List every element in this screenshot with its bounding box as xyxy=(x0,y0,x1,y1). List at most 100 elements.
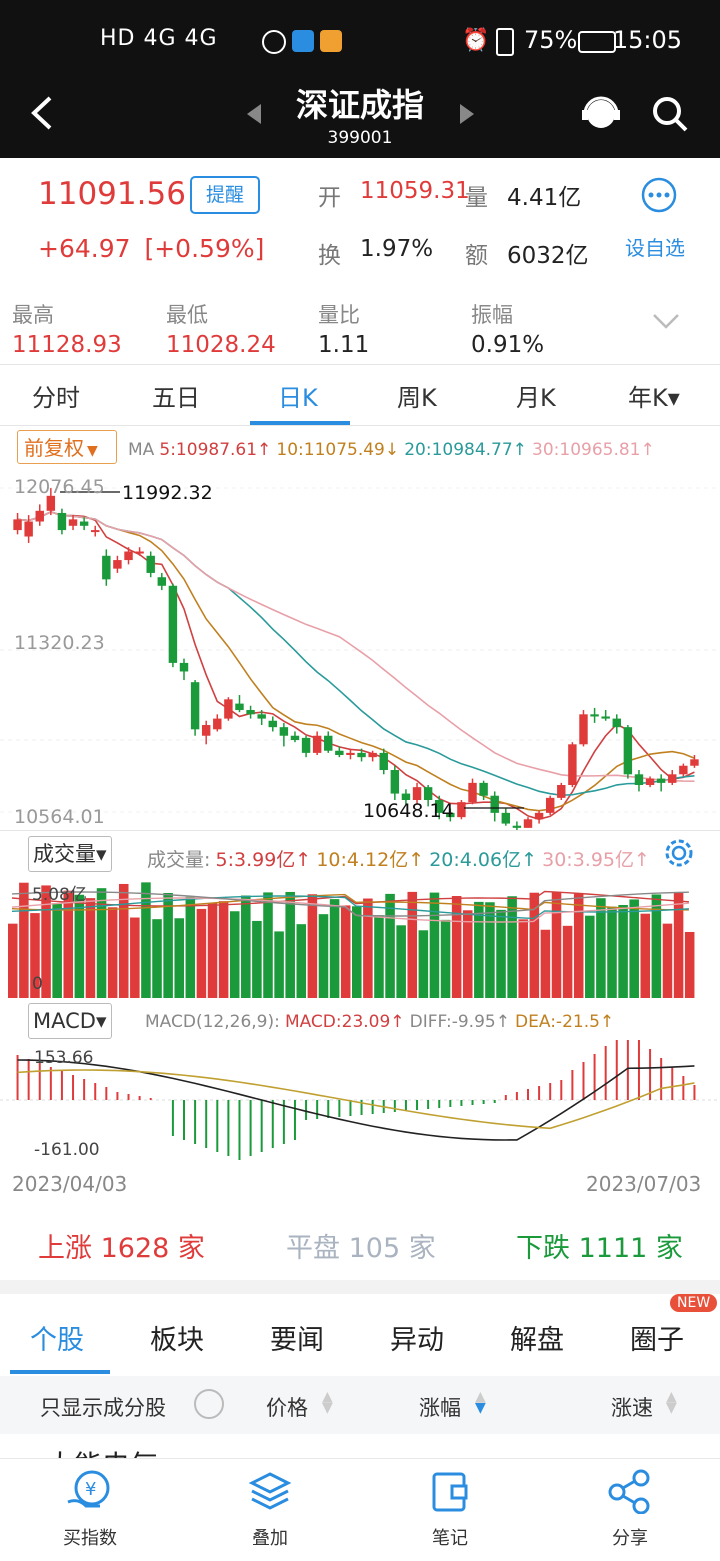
candle-body xyxy=(457,802,466,818)
date-end: 2023/07/03 xyxy=(586,1172,702,1196)
high-label: 最高 xyxy=(12,303,54,327)
volume-axis-top: 5.08亿 xyxy=(32,885,87,905)
kline-tab[interactable]: 周K xyxy=(397,384,437,412)
kline-tab[interactable]: 五日 xyxy=(152,384,200,412)
remind-button[interactable]: 提醒 xyxy=(190,176,260,214)
kline-tab[interactable]: 日K xyxy=(278,384,318,412)
search-icon[interactable] xyxy=(650,94,690,134)
volume-ma-line xyxy=(11,891,689,917)
adjust-select[interactable]: 前复权 ▼ xyxy=(17,430,117,464)
price-change: +64.97 [+0.59%] xyxy=(38,234,264,263)
more-icon[interactable] xyxy=(640,176,678,214)
back-arrow-icon[interactable] xyxy=(28,94,56,132)
turnover-value: 1.97% xyxy=(360,236,434,262)
dea-line xyxy=(17,1069,695,1130)
volume-bar xyxy=(118,883,129,998)
ma-label: MA xyxy=(128,440,155,460)
candle-body xyxy=(668,774,677,783)
candle-body xyxy=(290,735,300,741)
notes-icon[interactable] xyxy=(430,1470,470,1514)
prev-index-icon[interactable] xyxy=(245,102,265,126)
volume-bar xyxy=(407,891,418,998)
only-constituents-toggle[interactable] xyxy=(194,1389,224,1419)
volume-bar xyxy=(673,892,684,998)
volume-bar xyxy=(485,902,495,998)
new-badge: NEW xyxy=(670,1294,718,1312)
volume-bar xyxy=(307,894,318,998)
news-tab[interactable]: 解盘 xyxy=(510,1325,564,1356)
candle-body xyxy=(301,737,311,753)
volume-bar xyxy=(618,905,628,998)
sort-change[interactable]: 涨幅 xyxy=(419,1396,461,1420)
max-price-note: 11992.32 xyxy=(122,482,213,504)
advancers-unit: 家 xyxy=(177,1233,205,1264)
candle-body xyxy=(435,800,444,813)
volume-bar xyxy=(507,896,517,998)
volume-bar xyxy=(252,920,262,998)
expand-chevron-icon[interactable] xyxy=(652,312,680,330)
macd-indicator-select[interactable]: MACD▾ xyxy=(28,1003,112,1039)
candle-body xyxy=(113,560,122,569)
candle-body xyxy=(679,765,688,775)
candle-body xyxy=(268,720,277,728)
candle-body xyxy=(157,577,167,586)
volume-bar xyxy=(274,931,284,998)
volume-bar xyxy=(318,914,329,998)
volume-bar xyxy=(30,913,40,998)
candle-body xyxy=(213,718,222,730)
bottom-nav-item[interactable]: 笔记 xyxy=(432,1528,468,1549)
volume-bar xyxy=(107,907,118,998)
sort-change-icon: ▲ ▼ xyxy=(475,1389,486,1416)
news-tab[interactable]: 异动 xyxy=(390,1325,444,1356)
settings-gear-icon[interactable] xyxy=(662,836,696,870)
candle-body xyxy=(612,718,621,728)
volume-legend: 成交量: 5:3.99亿↑ 10:4.12亿↑ 20:4.06亿↑ 30:3.9… xyxy=(147,845,650,872)
volume-bar xyxy=(596,898,606,998)
low-value: 11028.24 xyxy=(166,332,276,358)
adjust-label: 前复权 xyxy=(24,436,84,460)
volume-ma-line xyxy=(11,890,689,907)
list-item[interactable]: 大能电气 xyxy=(46,1446,158,1460)
sort-price[interactable]: 价格 xyxy=(266,1396,308,1420)
overlay-layers-icon[interactable] xyxy=(248,1470,292,1514)
macd-axis-bottom: -161.00 xyxy=(34,1140,100,1160)
diff-value: DIFF:-9.95↑ xyxy=(409,1012,510,1032)
candle-body xyxy=(279,727,289,736)
kline-tab[interactable]: 月K xyxy=(516,384,556,412)
decliners-label: 下跌 xyxy=(516,1233,570,1264)
volume-bar xyxy=(640,913,651,998)
candle-body xyxy=(656,778,666,783)
kline-tab[interactable]: 分时 xyxy=(32,384,80,412)
bottom-nav-item[interactable]: 分享 xyxy=(612,1528,648,1549)
news-tab[interactable]: 要闻 xyxy=(270,1325,324,1356)
candle-body xyxy=(446,812,455,818)
news-tab[interactable]: 板块 xyxy=(150,1325,204,1356)
news-tab[interactable]: 圈子 xyxy=(630,1325,684,1356)
candle-body xyxy=(601,716,610,719)
bottom-nav-item[interactable]: 叠加 xyxy=(252,1528,288,1549)
share-icon[interactable] xyxy=(607,1468,653,1514)
candle-body xyxy=(224,699,233,719)
kline-tab[interactable]: 年K▾ xyxy=(628,384,680,412)
news-tab[interactable]: 个股 xyxy=(30,1325,84,1356)
next-index-icon[interactable] xyxy=(456,102,476,126)
ma-legend: MA 5:10987.61↑ 10:11075.49↓ 20:10984.77↑… xyxy=(128,440,655,460)
volume-bar xyxy=(185,896,196,998)
volume-bar xyxy=(418,930,429,998)
sort-speed[interactable]: 涨速 xyxy=(611,1396,653,1420)
ma30-value: 30:10965.81↑ xyxy=(532,440,655,460)
volume-indicator-select[interactable]: 成交量▾ xyxy=(28,836,112,872)
bottom-nav-item[interactable]: 买指数 xyxy=(63,1528,117,1549)
active-tab-indicator xyxy=(250,421,350,425)
candlestick-chart[interactable] xyxy=(0,470,720,830)
candle-body xyxy=(579,714,588,745)
volume-bar xyxy=(573,893,584,998)
vibrate-icon xyxy=(496,28,514,56)
customer-service-icon[interactable] xyxy=(580,92,622,134)
add-watchlist-button[interactable]: 设自选 xyxy=(625,236,685,260)
vol30-value: 30:3.95亿↑ xyxy=(542,849,650,871)
buy-index-icon[interactable]: ¥ xyxy=(66,1468,114,1514)
low-label: 最低 xyxy=(166,303,208,327)
advancers-label: 上涨 xyxy=(38,1233,92,1264)
candle-body xyxy=(102,555,111,580)
